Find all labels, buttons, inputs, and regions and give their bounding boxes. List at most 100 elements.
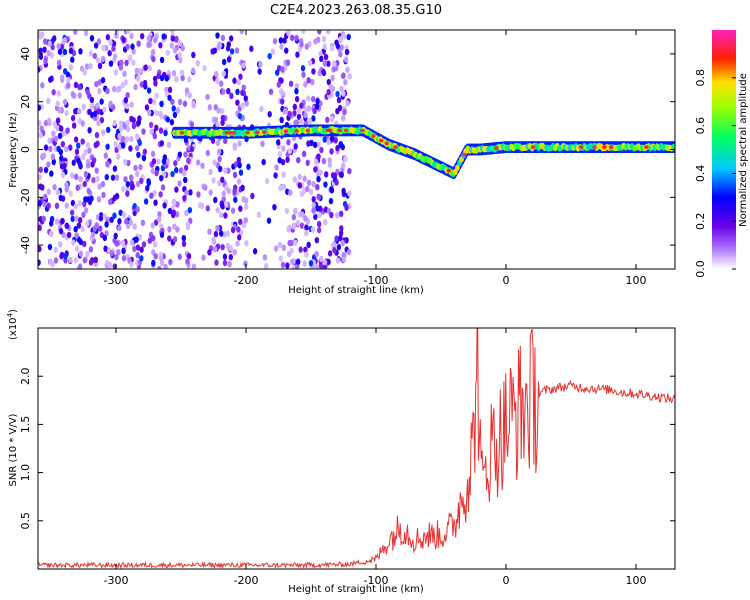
- heatmap-cell: [85, 250, 90, 257]
- heatmap-cell: [301, 30, 306, 35]
- heatmap-cell: [41, 152, 47, 159]
- heatmap-cell: [332, 61, 337, 68]
- heatmap-cell: [157, 211, 162, 218]
- heatmap-cell: [330, 172, 336, 179]
- heatmap-cell: [215, 206, 220, 214]
- heatmap-cell: [120, 185, 126, 193]
- heatmap-cell: [38, 66, 41, 73]
- heatmap-cell: [105, 143, 110, 150]
- heatmap-cell: [260, 140, 265, 148]
- heatmap-cell: [94, 80, 99, 88]
- heatmap-cell: [89, 102, 95, 110]
- heatmap-cell: [117, 133, 122, 140]
- heatmap-cell: [331, 66, 336, 73]
- heatmap-cell: [280, 90, 286, 97]
- heatmap-cell: [305, 128, 311, 133]
- heatmap-cell: [317, 30, 322, 35]
- heatmap-cell: [207, 228, 212, 235]
- heatmap-cell: [325, 128, 331, 133]
- heatmap-cell: [172, 111, 178, 119]
- heatmap-cell: [231, 130, 236, 135]
- snr-x-tick-label: -300: [104, 574, 129, 587]
- heatmap-cell: [205, 93, 210, 101]
- spectrogram-x-tick-label: -100: [364, 274, 389, 287]
- heatmap-cell: [174, 166, 179, 174]
- heatmap-cell: [217, 165, 223, 173]
- heatmap-cell: [263, 262, 269, 269]
- heatmap-cell: [223, 167, 228, 174]
- heatmap-cell: [326, 88, 331, 96]
- heatmap-cell: [96, 108, 101, 115]
- heatmap-cell: [178, 57, 183, 64]
- heatmap-cell: [80, 138, 85, 145]
- heatmap-cell: [110, 174, 116, 181]
- heatmap-cell: [264, 178, 270, 185]
- heatmap-cell: [123, 79, 128, 86]
- heatmap-cell: [323, 181, 328, 188]
- figure-title: C2E4.2023.263.08.35.G10: [270, 3, 442, 18]
- heatmap-cell: [292, 103, 298, 111]
- heatmap-cell: [235, 88, 240, 96]
- heatmap-cell: [70, 215, 75, 223]
- heatmap-cell: [293, 239, 298, 246]
- heatmap-cell: [280, 98, 285, 105]
- heatmap-cell: [180, 74, 185, 82]
- heatmap-cell: [183, 164, 189, 171]
- heatmap-cell: [52, 184, 57, 191]
- heatmap-cell: [184, 189, 189, 196]
- heatmap-cell: [208, 189, 213, 196]
- heatmap-cell: [113, 232, 118, 240]
- heatmap-cell: [98, 215, 104, 222]
- heatmap-cell: [299, 190, 305, 198]
- heatmap-cell: [158, 127, 164, 134]
- heatmap-cell: [38, 224, 42, 232]
- heatmap-cell: [185, 223, 191, 231]
- heatmap-cell: [347, 190, 352, 197]
- heatmap-cell: [235, 240, 240, 247]
- heatmap-cell: [43, 119, 49, 127]
- heatmap-cell: [196, 191, 201, 198]
- heatmap-cell: [150, 48, 156, 56]
- heatmap-cell: [238, 205, 243, 212]
- heatmap-cell: [233, 161, 239, 168]
- heatmap-cell: [205, 149, 211, 157]
- heatmap-cell: [48, 145, 53, 153]
- heatmap-cell: [170, 98, 175, 105]
- heatmap-cell: [303, 111, 308, 119]
- heatmap-cell: [70, 114, 76, 122]
- heatmap-cell: [261, 158, 266, 166]
- heatmap-cell: [232, 77, 237, 84]
- heatmap-cell: [93, 141, 99, 149]
- heatmap-cell: [177, 40, 183, 47]
- heatmap-cell: [157, 265, 162, 269]
- heatmap-cell: [238, 73, 243, 80]
- heatmap-cell: [267, 52, 272, 60]
- heatmap-cell: [152, 132, 158, 140]
- heatmap-cell: [326, 60, 331, 67]
- heatmap-cell: [216, 107, 221, 114]
- heatmap-cell: [60, 195, 66, 202]
- heatmap-cell: [42, 200, 47, 208]
- heatmap-cell: [38, 245, 42, 253]
- heatmap-cell: [328, 83, 334, 91]
- heatmap-cell: [278, 184, 283, 192]
- heatmap-cell: [168, 258, 173, 266]
- heatmap-cell: [201, 183, 206, 190]
- heatmap-cell: [117, 144, 122, 151]
- heatmap-cell: [300, 65, 306, 72]
- heatmap-cell: [74, 232, 79, 239]
- heatmap-cell: [296, 156, 301, 164]
- heatmap-cell: [159, 231, 165, 238]
- heatmap-cell: [97, 87, 102, 95]
- heatmap-cell: [314, 236, 320, 244]
- heatmap-cell: [95, 102, 100, 109]
- heatmap-cell: [99, 98, 104, 105]
- heatmap-cell: [131, 48, 136, 55]
- heatmap-cell: [329, 187, 335, 194]
- heatmap-cell: [236, 79, 241, 86]
- heatmap-cell: [153, 199, 158, 206]
- heatmap-cell: [215, 139, 221, 147]
- heatmap-cell: [288, 80, 294, 87]
- heatmap-cell: [151, 98, 157, 105]
- heatmap-cell: [341, 187, 346, 195]
